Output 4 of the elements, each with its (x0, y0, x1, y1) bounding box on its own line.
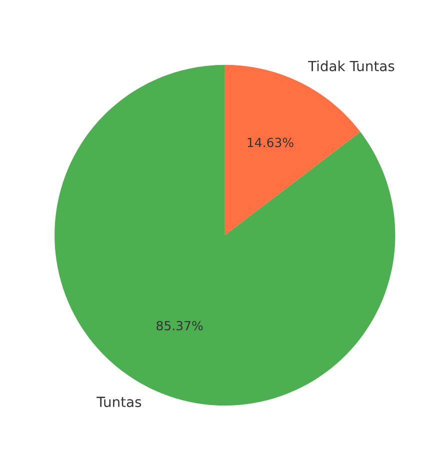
data-label: 85.37% (156, 320, 203, 330)
slice-label: Tidak Tuntas (308, 60, 394, 72)
slice-label: Tuntas (96, 396, 142, 408)
data-label: 14.63% (248, 138, 294, 148)
